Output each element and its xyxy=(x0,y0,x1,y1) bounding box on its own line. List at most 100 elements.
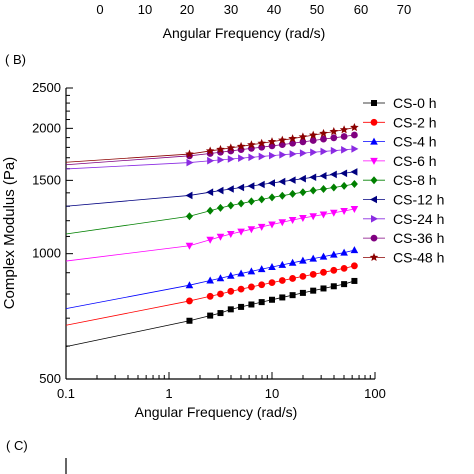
data-point xyxy=(237,269,245,277)
data-point xyxy=(309,173,317,182)
legend-marker xyxy=(370,137,378,145)
series-cs-8h xyxy=(65,180,358,235)
data-point xyxy=(320,147,328,156)
data-point xyxy=(216,144,225,154)
prev-tick-label: 0 xyxy=(96,2,103,17)
data-point xyxy=(206,188,214,196)
data-point xyxy=(289,139,297,147)
data-point xyxy=(186,317,193,324)
legend-item: CS-4 h xyxy=(363,134,437,150)
legend-label: CS-6 h xyxy=(393,153,437,169)
legend-label: CS-12 h xyxy=(393,192,444,208)
series-cs-24h xyxy=(65,145,359,170)
data-point xyxy=(308,130,318,139)
data-point xyxy=(217,290,224,298)
data-point xyxy=(206,206,214,215)
legend-item: CS-0 h xyxy=(363,95,437,111)
data-point xyxy=(257,138,266,147)
data-point xyxy=(217,156,225,164)
legend-label: CS-48 h xyxy=(393,249,444,265)
data-point xyxy=(258,152,266,161)
data-point xyxy=(298,174,306,183)
data-point xyxy=(227,201,235,210)
data-point xyxy=(278,219,287,227)
data-point xyxy=(309,137,317,144)
legend-marker xyxy=(370,118,378,126)
prev-tick-label: 20 xyxy=(180,2,194,17)
data-point xyxy=(350,122,359,132)
data-point xyxy=(330,146,338,155)
data-point xyxy=(299,215,307,223)
data-point xyxy=(329,127,339,136)
data-point xyxy=(226,143,236,152)
legend-label: CS-0 h xyxy=(393,95,437,111)
data-point xyxy=(186,158,194,167)
legend-item: CS-2 h xyxy=(363,114,437,130)
data-point xyxy=(329,209,338,217)
y-axis-ticks: 500 1000 1500 2000 2500 xyxy=(32,80,73,386)
data-point xyxy=(339,125,349,134)
prev-tick-label: 40 xyxy=(267,2,281,17)
data-point xyxy=(350,246,359,254)
legend-label: CS-4 h xyxy=(393,134,437,150)
data-point xyxy=(247,140,256,149)
data-point xyxy=(309,254,318,262)
data-point xyxy=(341,146,349,154)
data-point xyxy=(227,155,235,163)
y-tick-label: 2500 xyxy=(32,80,61,95)
data-point xyxy=(206,236,214,244)
data-point xyxy=(299,289,306,296)
data-point xyxy=(185,281,194,289)
data-point xyxy=(227,306,234,313)
data-point xyxy=(340,169,348,178)
legend-marker xyxy=(370,234,378,242)
data-point xyxy=(310,287,317,294)
data-point xyxy=(186,297,193,305)
data-point xyxy=(237,285,245,293)
y-tick-label: 2000 xyxy=(32,120,61,135)
prev-tick-label: 10 xyxy=(138,2,152,17)
data-point xyxy=(288,258,297,266)
legend-label: CS-2 h xyxy=(393,114,437,130)
data-point xyxy=(237,228,245,236)
data-point xyxy=(247,182,255,190)
data-point xyxy=(206,292,214,300)
data-point xyxy=(216,233,225,241)
data-point xyxy=(268,221,276,229)
data-point xyxy=(340,208,348,216)
data-point xyxy=(299,188,307,197)
data-point xyxy=(351,131,358,139)
data-point xyxy=(309,270,317,278)
x-axis-title: Angular Frequency (rad/s) xyxy=(135,404,298,420)
series-line xyxy=(65,127,355,163)
legend-label: CS-36 h xyxy=(393,230,444,246)
data-point xyxy=(185,149,194,158)
data-point xyxy=(288,216,297,224)
data-point xyxy=(289,189,297,198)
data-point xyxy=(216,203,224,212)
prev-tick-label: 50 xyxy=(310,2,324,17)
data-point xyxy=(340,248,348,256)
legend-marker xyxy=(370,157,378,165)
data-point xyxy=(298,132,308,141)
data-point xyxy=(226,271,235,279)
data-point xyxy=(289,275,297,282)
legend-item: CS-48 h xyxy=(363,249,444,265)
y-tick-label: 1500 xyxy=(32,172,61,187)
data-point xyxy=(319,211,328,219)
data-point xyxy=(248,283,255,291)
data-point xyxy=(351,262,358,270)
series-cs-0h xyxy=(65,277,358,348)
data-point xyxy=(299,138,307,146)
prev-tick-label: 30 xyxy=(224,2,238,17)
data-point xyxy=(247,226,256,234)
data-point xyxy=(310,148,318,157)
data-point xyxy=(268,279,276,287)
data-point xyxy=(207,312,214,319)
series-cs-2h xyxy=(65,262,358,326)
data-point xyxy=(319,128,328,138)
legend-label: CS-8 h xyxy=(393,172,437,188)
legend-item: CS-12 h xyxy=(363,192,444,208)
data-point xyxy=(351,277,358,284)
